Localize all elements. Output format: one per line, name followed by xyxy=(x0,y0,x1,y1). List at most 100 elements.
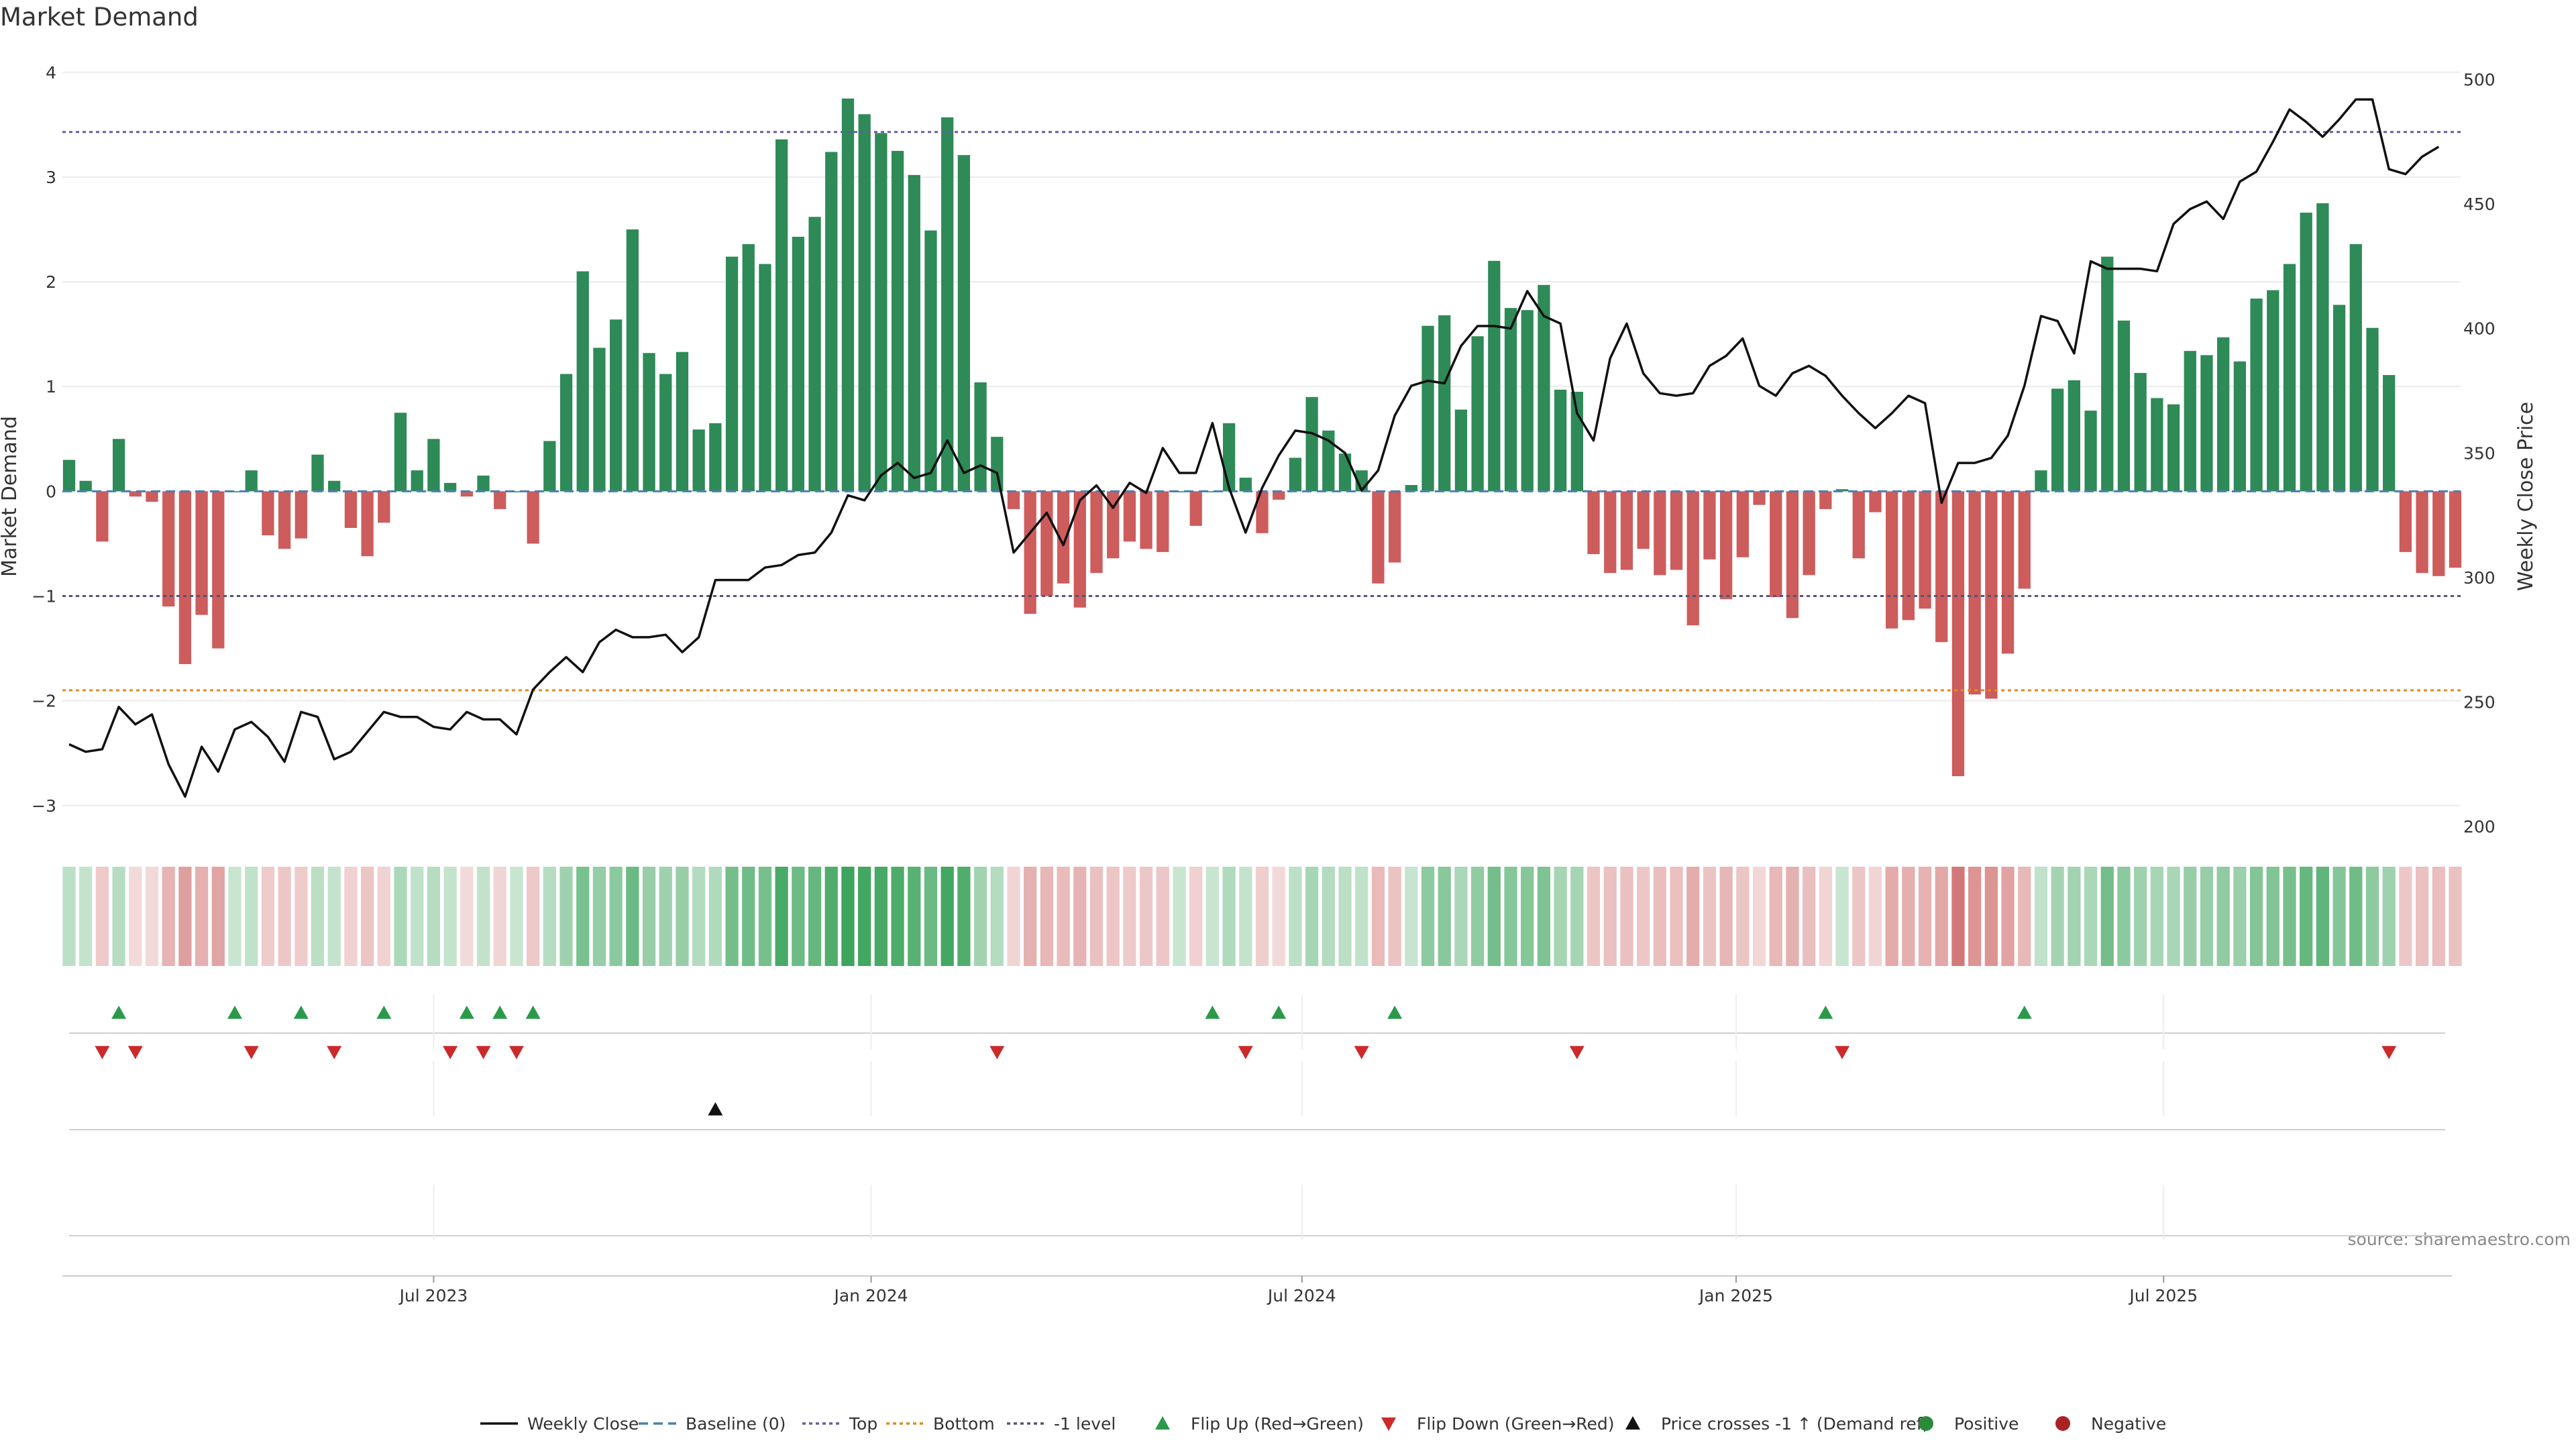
heat-cell xyxy=(2382,867,2396,966)
heat-cell xyxy=(311,867,325,966)
demand-bar xyxy=(1770,491,1782,598)
heat-cell xyxy=(1769,867,1782,966)
heat-cell xyxy=(394,867,407,966)
demand-bar xyxy=(1140,491,1152,549)
demand-bar xyxy=(394,413,407,492)
heat-cell xyxy=(626,867,639,966)
heat-cell xyxy=(1438,867,1451,966)
heat-cell xyxy=(1057,867,1070,966)
demand-bar xyxy=(411,470,423,492)
demand-bar xyxy=(294,491,307,539)
heat-cell xyxy=(808,867,822,966)
heat-cell xyxy=(957,867,971,966)
flip-up-marker xyxy=(492,1006,508,1019)
demand-bar xyxy=(2316,203,2329,492)
y-tick-left: 0 xyxy=(46,482,56,501)
heat-cell xyxy=(1007,867,1020,966)
heat-cell xyxy=(924,867,938,966)
demand-bar xyxy=(344,491,358,529)
y-tick-left: −3 xyxy=(32,796,56,816)
heat-cell xyxy=(178,867,192,966)
heat-cell xyxy=(1470,867,1485,966)
flip-down-marker xyxy=(1354,1046,1369,1059)
heat-cell xyxy=(792,867,805,966)
demand-bar xyxy=(328,480,341,492)
heat-cell xyxy=(1255,867,1269,966)
legend-item: Positive xyxy=(1919,1414,2019,1434)
flip-down-marker xyxy=(476,1046,491,1059)
heat-cell xyxy=(2150,867,2164,966)
demand-bar xyxy=(460,491,473,497)
demand-bar xyxy=(1421,325,1434,492)
heat-cell xyxy=(1620,867,1633,966)
demand-bar xyxy=(792,236,805,492)
demand-bar xyxy=(1504,308,1517,492)
demand-bar xyxy=(311,454,324,492)
demand-bar xyxy=(1405,484,1417,492)
demand-bar xyxy=(1289,458,1302,492)
heat-cell xyxy=(245,867,258,966)
x-tick-label: Jan 2025 xyxy=(1698,1286,1773,1305)
flip-up-marker xyxy=(1818,1006,1833,1019)
demand-bar xyxy=(427,439,440,492)
heat-cell xyxy=(79,867,93,966)
demand-bar xyxy=(1222,423,1236,492)
legend-item: Baseline (0) xyxy=(639,1414,786,1434)
demand-bar xyxy=(875,133,888,492)
heat-cell xyxy=(1752,867,1766,966)
heat-cell xyxy=(1205,867,1220,966)
heat-cell xyxy=(1636,867,1650,966)
demand-bar xyxy=(1736,491,1749,557)
demand-bar xyxy=(1007,491,1020,509)
demand-bar xyxy=(1554,389,1567,492)
x-tick-label: Jan 2024 xyxy=(833,1286,908,1305)
demand-bar xyxy=(1852,491,1865,559)
demand-bar xyxy=(2184,351,2196,492)
heat-cell xyxy=(1653,867,1666,966)
demand-bar xyxy=(1107,491,1120,559)
y-tick-left: −1 xyxy=(32,586,56,606)
heat-cell xyxy=(427,867,441,966)
heat-cell xyxy=(1554,867,1567,966)
demand-bar xyxy=(1637,491,1650,549)
demand-bar xyxy=(245,470,258,492)
heat-cell xyxy=(145,867,159,966)
heat-cell xyxy=(2100,867,2114,966)
heat-cell xyxy=(874,867,888,966)
demand-bar xyxy=(1654,491,1666,576)
flip-up-marker xyxy=(111,1006,127,1019)
heat-cell xyxy=(990,867,1004,966)
demand-bar xyxy=(1372,491,1385,584)
demand-bar xyxy=(941,117,954,492)
heat-cell xyxy=(592,867,606,966)
demand-bar xyxy=(2300,213,2312,492)
legend-item: Weekly Close xyxy=(480,1414,639,1434)
demand-bar xyxy=(1686,491,1699,626)
legend-item: Price crosses -1 ↑ (Demand ref) xyxy=(1625,1414,1929,1434)
demand-bar xyxy=(2366,327,2379,492)
demand-bar xyxy=(1322,430,1335,492)
heat-cell xyxy=(609,867,623,966)
x-axis: Jul 2023 Jan 2024 Jul 2024 Jan 2025 Jul 2025 xyxy=(62,1275,2452,1305)
heat-cell xyxy=(1885,867,1898,966)
heat-cell xyxy=(2432,867,2445,966)
demand-bar xyxy=(1040,491,1053,596)
heat-cell xyxy=(1570,867,1584,966)
heat-cell xyxy=(95,867,109,966)
demand-bar xyxy=(2084,411,2097,492)
y-axis-label-right: Weekly Close Price xyxy=(2514,402,2538,591)
heat-cell xyxy=(2332,867,2346,966)
demand-bar xyxy=(1157,491,1169,552)
flip-up-marker xyxy=(1271,1006,1287,1019)
heat-cell xyxy=(2001,867,2015,966)
weekly-close-line xyxy=(68,98,2440,798)
legend-label: Bottom xyxy=(933,1414,995,1434)
heat-cell xyxy=(742,867,755,966)
legend-item: -1 level xyxy=(1007,1414,1116,1434)
price-cross-marker xyxy=(708,1102,723,1116)
heat-cell xyxy=(211,867,225,966)
heat-cell xyxy=(2216,867,2230,966)
legend-label: Price crosses -1 ↑ (Demand ref) xyxy=(1661,1414,1929,1434)
flip-down-marker xyxy=(443,1046,458,1059)
heat-cell xyxy=(261,867,275,966)
